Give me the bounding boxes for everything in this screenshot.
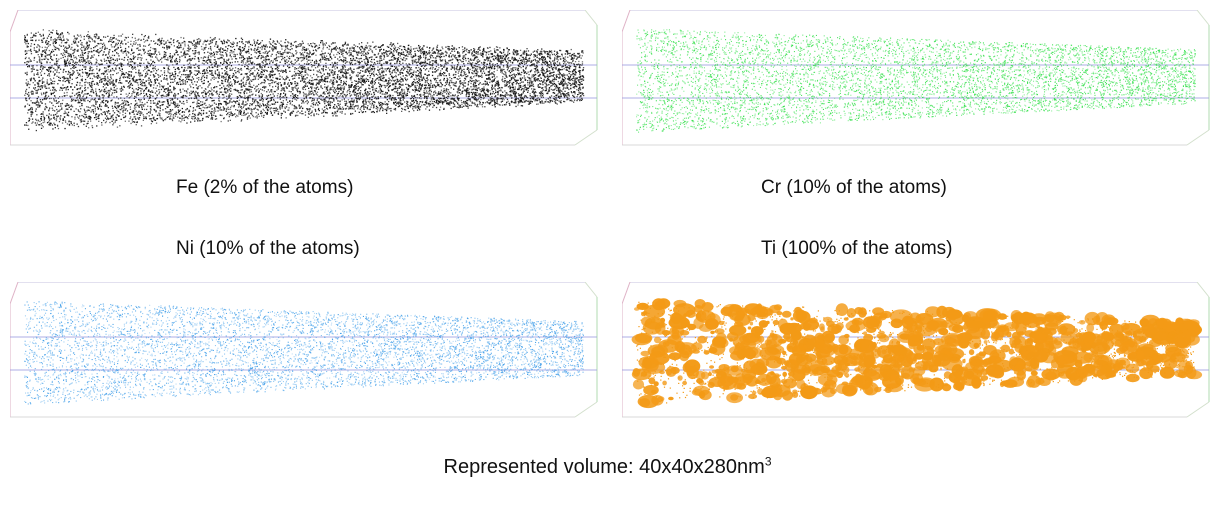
label-ti: Ti (100% of the atoms): [761, 238, 952, 260]
atom-cloud: [24, 29, 585, 132]
volume-caption-superscript: 3: [765, 454, 772, 468]
atom-map-ti: [622, 282, 1215, 427]
label-fe: Fe (2% of the atoms): [176, 177, 353, 199]
atom-map-ti-image: [622, 282, 1210, 418]
volume-caption-text: Represented volume: 40x40x280nm: [444, 456, 765, 478]
atom-map-cr-image: [622, 10, 1210, 146]
atom-cloud: [631, 298, 1203, 409]
bounding-box: [622, 10, 1210, 146]
atom-map-fe-image: [10, 10, 598, 146]
atom-cloud: [636, 29, 1196, 133]
label-ni: Ni (10% of the atoms): [176, 238, 360, 260]
label-cr: Cr (10% of the atoms): [761, 177, 947, 199]
atom-map-ni: [10, 282, 605, 427]
atom-cloud: [24, 301, 584, 405]
volume-caption: Represented volume: 40x40x280nm3: [0, 454, 1215, 479]
atom-map-cr: [622, 10, 1215, 155]
atom-map-fe: [10, 10, 605, 155]
atom-map-ni-image: [10, 282, 598, 418]
